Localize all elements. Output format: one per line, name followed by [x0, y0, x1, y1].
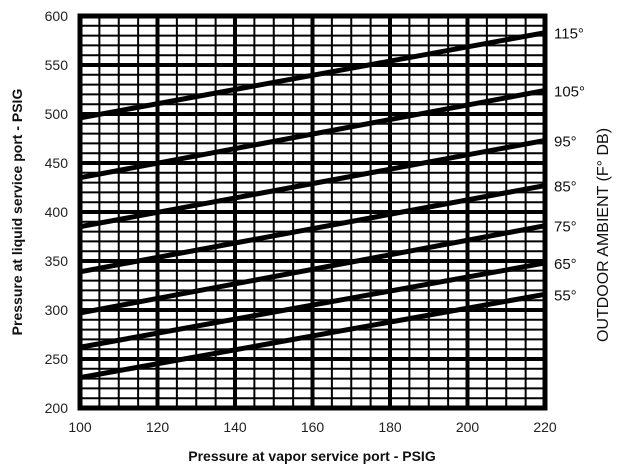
x-tick-label: 220 — [533, 419, 557, 435]
series-label: 65° — [554, 256, 577, 273]
series-line-85 — [77, 183, 548, 275]
series-label: 75° — [554, 219, 577, 236]
x-tick-label: 180 — [378, 419, 402, 435]
series-lines — [77, 30, 548, 381]
series-label: 95° — [554, 133, 577, 150]
series-labels: 115° 105° 95° 85° 75° 65° 55° — [554, 26, 585, 305]
x-tick-label: 160 — [301, 419, 325, 435]
y-tick-label: 400 — [45, 204, 69, 220]
series-label: 85° — [554, 179, 577, 196]
series-label: 105° — [554, 83, 585, 100]
y-tick-label: 450 — [45, 155, 69, 171]
y-tick-labels: 200 250 300 350 400 450 500 550 600 — [45, 8, 69, 416]
x-tick-label: 120 — [146, 419, 170, 435]
series-line-95 — [77, 137, 548, 230]
x-tick-label: 100 — [68, 419, 92, 435]
series-line-65 — [77, 260, 548, 350]
x-tick-label: 140 — [223, 419, 247, 435]
x-tick-labels: 100 120 140 160 180 200 220 — [68, 419, 557, 435]
series-label: 55° — [554, 287, 577, 304]
series-line-75 — [77, 223, 548, 316]
series-label: 115° — [554, 26, 584, 43]
y-tick-label: 500 — [45, 106, 69, 122]
series-line-55 — [77, 291, 548, 381]
y-tick-label: 350 — [45, 253, 69, 269]
y-tick-label: 300 — [45, 302, 69, 318]
y-tick-label: 200 — [45, 400, 69, 416]
y-axis-label: Pressure at liquid service port - PSIG — [9, 89, 25, 336]
series-line-115 — [77, 30, 548, 121]
x-axis-label: Pressure at vapor service port - PSIG — [188, 448, 436, 464]
series-line-105 — [77, 87, 548, 181]
plot-border — [77, 13, 548, 411]
y-tick-label: 600 — [45, 8, 69, 24]
y-tick-label: 550 — [45, 57, 69, 73]
x-tick-label: 200 — [456, 419, 480, 435]
y-tick-label: 250 — [45, 351, 69, 367]
right-axis-label: OUTDOOR AMBIENT (F° DB) — [595, 128, 612, 342]
